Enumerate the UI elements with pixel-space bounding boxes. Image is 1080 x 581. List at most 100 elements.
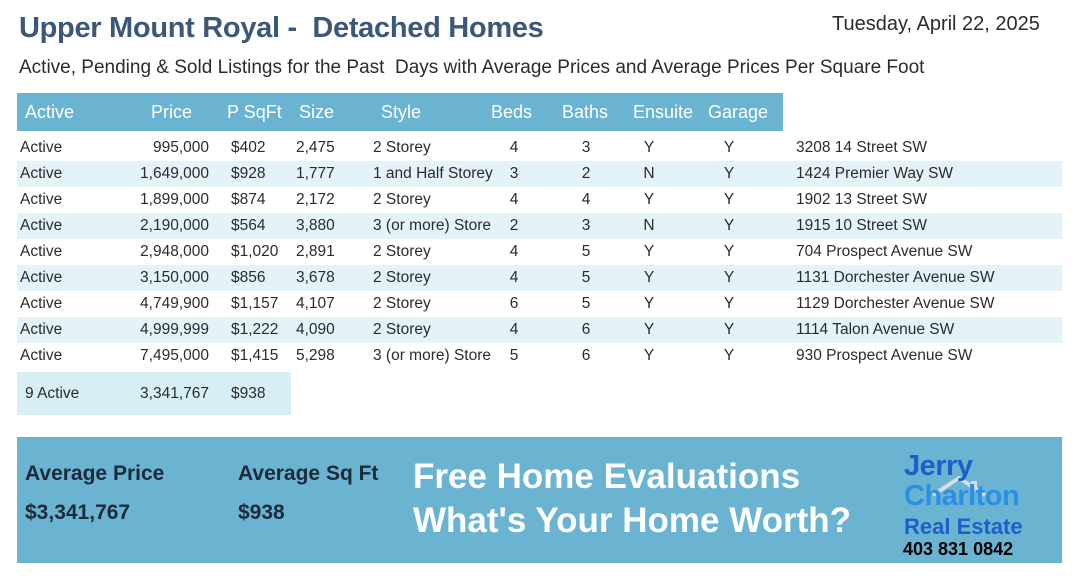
cell-size: 5,298 (296, 347, 335, 364)
table-row: Active 3,150,000 $856 3,678 2 Storey 4 5 Y Y 1131… (17, 265, 1062, 291)
cell-baths: 3 (581, 139, 591, 156)
cell-status: Active (20, 217, 63, 234)
cell-ensuite: Y (643, 295, 655, 312)
cell-status: Active (20, 243, 63, 260)
table-row: Active 2,190,000 $564 3,880 3 (or more) Stor… (17, 213, 1062, 239)
cell-price: 2,948,000 (140, 243, 209, 260)
cell-price-per-sqft: $856 (231, 269, 266, 286)
cell-ensuite: N (643, 165, 655, 182)
page-subtitle: Active, Pending & Sold Listings for the … (19, 57, 925, 78)
cell-style: 2 Storey (373, 269, 431, 286)
cell-style: 2 Storey (373, 295, 431, 312)
column-header-style: Style (381, 102, 422, 122)
cell-ensuite: Y (643, 191, 655, 208)
cell-style: 2 Storey (373, 243, 431, 260)
cell-status: Active (20, 295, 63, 312)
logo-phone: 403 831 0842 (903, 539, 1014, 559)
table-row: Active 2,948,000 $1,020 2,891 2 Storey 4 5 Y Y 70… (17, 239, 1062, 265)
cell-price: 1,899,000 (140, 191, 209, 208)
cell-address: 1902 13 Street SW (796, 191, 927, 208)
cell-garage: Y (723, 321, 735, 338)
cell-baths: 5 (581, 269, 591, 286)
summary-average-price: 3,341,767 (140, 385, 209, 402)
cell-size: 3,678 (296, 269, 335, 286)
average-sqft-value: $938 (238, 501, 285, 524)
cell-ensuite: Y (643, 269, 655, 286)
table-row: Active 995,000 $402 2,475 2 Storey 4 3 Y Y 3208 1… (17, 135, 1062, 161)
promo-headline: Free Home Evaluations (413, 457, 801, 496)
cell-price-per-sqft: $564 (231, 217, 266, 234)
cell-price-per-sqft: $402 (231, 139, 266, 156)
cell-beds: 3 (509, 165, 519, 182)
cell-style: 2 Storey (373, 191, 431, 208)
cell-price: 7,495,000 (140, 347, 209, 364)
cell-price-per-sqft: $1,415 (231, 347, 279, 364)
column-header-baths: Baths (562, 102, 609, 122)
cell-ensuite: Y (643, 321, 655, 338)
page-title: Upper Mount Royal - Detached Homes (19, 12, 544, 44)
column-header-garage: Garage (708, 102, 769, 122)
table-header: Active Price P SqFt Size Style Beds Bath… (17, 93, 783, 131)
column-header-price-per-sqft: P SqFt (227, 102, 282, 122)
cell-status: Active (20, 269, 63, 286)
cell-baths: 3 (581, 217, 591, 234)
report-date: Tuesday, April 22, 2025 (832, 13, 1040, 35)
logo-company: Real Estate (904, 514, 1023, 539)
cell-style: 1 and Half Storey (373, 165, 493, 182)
cell-price-per-sqft: $1,222 (231, 321, 279, 338)
logo-last-name: Charlton (904, 480, 1020, 512)
cell-garage: Y (723, 139, 735, 156)
cell-baths: 5 (581, 295, 591, 312)
column-header-ensuite: Ensuite (633, 102, 694, 122)
table-row: Active 4,749,900 $1,157 4,107 2 Storey 6 5 Y Y 11… (17, 291, 1062, 317)
cell-garage: Y (723, 269, 735, 286)
cell-address: 1129 Dorchester Avenue SW (796, 295, 995, 312)
cell-address: 3208 14 Street SW (796, 139, 927, 156)
cell-price: 995,000 (152, 139, 209, 156)
cell-beds: 4 (509, 269, 519, 286)
company-logo: Jerry Charlton Real Estate 403 831 0842 (897, 449, 1047, 560)
cell-garage: Y (723, 347, 735, 364)
cell-size: 2,172 (296, 191, 335, 208)
cell-garage: Y (723, 165, 735, 182)
cell-price-per-sqft: $1,157 (231, 295, 279, 312)
cell-status: Active (20, 139, 63, 156)
cell-garage: Y (723, 191, 735, 208)
cell-beds: 5 (509, 347, 519, 364)
cell-baths: 2 (581, 165, 591, 182)
cell-beds: 4 (509, 243, 519, 260)
cell-price: 4,999,999 (140, 321, 209, 338)
cell-size: 1,777 (296, 165, 335, 182)
cell-price: 4,749,900 (140, 295, 209, 312)
cell-ensuite: Y (643, 139, 655, 156)
cell-status: Active (20, 321, 63, 338)
cell-garage: Y (723, 243, 735, 260)
cell-beds: 4 (509, 191, 519, 208)
cell-address: 1131 Dorchester Avenue SW (796, 269, 995, 286)
column-header-size: Size (299, 102, 335, 122)
average-sqft-label: Average Sq Ft (238, 462, 379, 485)
column-header-price: Price (151, 102, 193, 122)
table-row: Active 1,649,000 $928 1,777 1 and Half Store… (17, 161, 1062, 187)
cell-size: 3,880 (296, 217, 335, 234)
column-header-beds: Beds (491, 102, 533, 122)
cell-status: Active (20, 191, 63, 208)
cell-price-per-sqft: $874 (231, 191, 266, 208)
cell-ensuite: N (643, 217, 655, 234)
average-price-value: $3,341,767 (25, 501, 131, 524)
cell-size: 4,090 (296, 321, 335, 338)
cell-beds: 2 (509, 217, 519, 234)
cell-baths: 5 (581, 243, 591, 260)
cell-garage: Y (723, 295, 735, 312)
cell-size: 4,107 (296, 295, 335, 312)
cell-price: 3,150,000 (140, 269, 209, 286)
summary-row: 9 Active 3,341,767 $938 (17, 372, 291, 415)
table-row: Active 1,899,000 $874 2,172 2 Storey 4 4 Y Y 1902… (17, 187, 1062, 213)
cell-price: 2,190,000 (140, 217, 209, 234)
table-row: Active 7,495,000 $1,415 5,298 3 (or more) St… (17, 343, 1062, 369)
cell-price-per-sqft: $928 (231, 165, 266, 182)
table-row: Active 4,999,999 $1,222 4,090 2 Storey 4 6 Y Y 11… (17, 317, 1062, 343)
cell-price: 1,649,000 (140, 165, 209, 182)
cell-price-per-sqft: $1,020 (231, 243, 279, 260)
cell-beds: 4 (509, 139, 519, 156)
